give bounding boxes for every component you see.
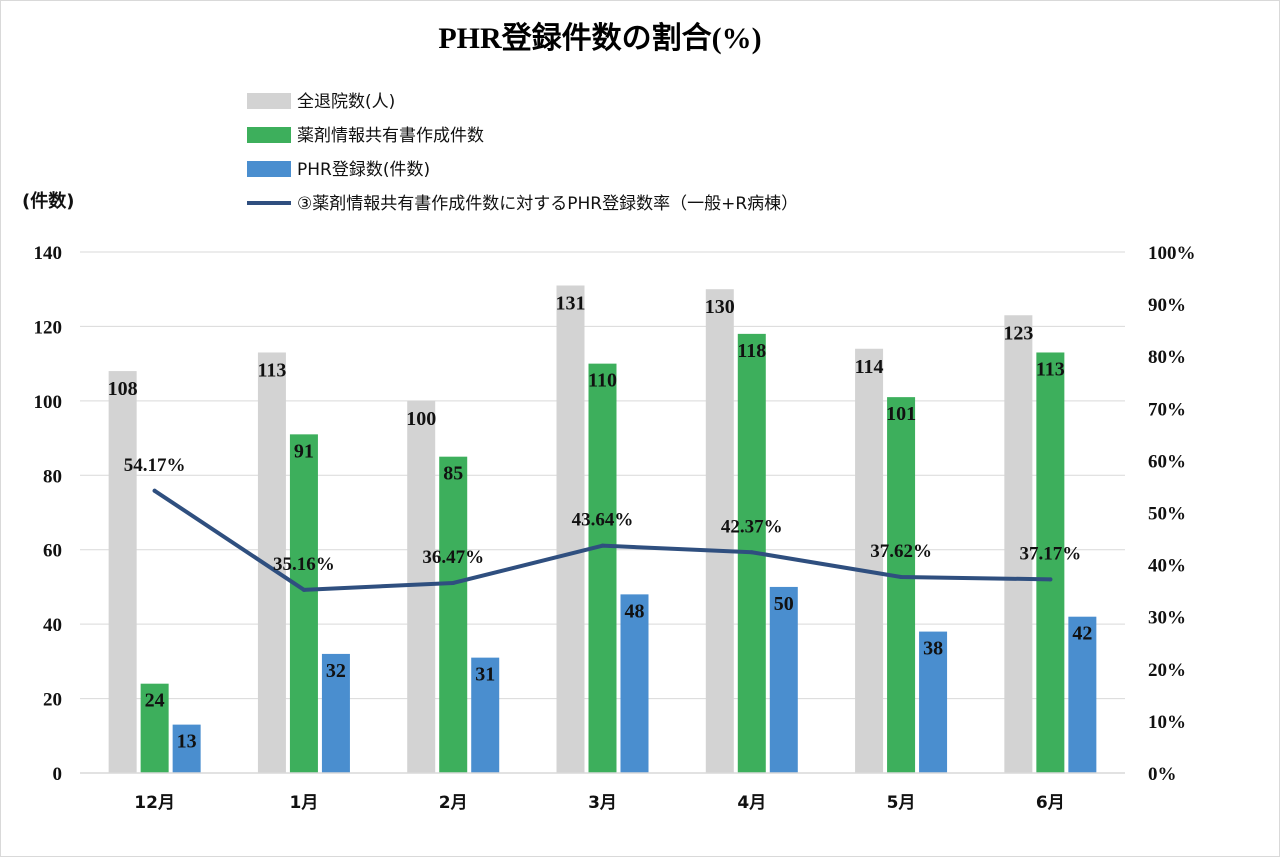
bar-data-label: 38 <box>923 638 943 660</box>
y-tick-label: 80 <box>43 466 62 487</box>
line-point <box>899 574 904 579</box>
y-axis-label: (件数) <box>22 190 74 212</box>
bar-data-label: 31 <box>475 664 495 686</box>
y2-tick-label: 60% <box>1148 451 1186 472</box>
bar-data-label: 91 <box>294 440 314 462</box>
bar <box>471 657 500 773</box>
bar-data-label: 130 <box>705 296 735 318</box>
chart-title: PHR登録件数の割合(%) <box>438 21 761 55</box>
bar-data-label: 24 <box>145 690 165 712</box>
y-tick-label: 60 <box>43 541 62 562</box>
bars <box>108 285 1097 773</box>
bar-data-label: 118 <box>737 340 766 362</box>
bar-data-label: 50 <box>774 593 794 615</box>
line-point <box>451 580 456 585</box>
bar-data-label: 85 <box>443 463 463 485</box>
x-tick-label: 2月 <box>439 793 468 813</box>
line-data-label: 36.47% <box>422 547 484 568</box>
bar <box>1036 352 1065 773</box>
bar <box>855 348 884 773</box>
bar <box>620 594 649 773</box>
y-tick-label: 20 <box>43 690 62 711</box>
line-point <box>152 488 157 493</box>
bar-data-label: 123 <box>1003 322 1033 344</box>
y2-tick-label: 80% <box>1148 347 1186 368</box>
y2-tick-label: 40% <box>1148 556 1186 577</box>
line-point <box>600 543 605 548</box>
legend-label: 全退院数(人) <box>297 92 395 112</box>
y-tick-label: 140 <box>34 243 63 264</box>
bar-data-label: 100 <box>406 408 436 430</box>
x-tick-label: 3月 <box>588 793 617 813</box>
line-data-label: 54.17% <box>124 455 186 476</box>
line-data-label: 43.64% <box>572 510 634 531</box>
bar <box>705 289 734 773</box>
bar-data-label: 114 <box>855 356 884 378</box>
line-point <box>749 550 754 555</box>
y2-tick-label: 20% <box>1148 660 1186 681</box>
x-tick-label: 5月 <box>887 793 916 813</box>
bar <box>769 586 798 773</box>
y-tick-label: 120 <box>34 317 63 338</box>
line-data-label: 35.16% <box>273 554 335 575</box>
y-tick-label: 40 <box>43 615 62 636</box>
legend-label: 薬剤情報共有書作成件数 <box>297 126 484 146</box>
legend-swatch <box>247 93 291 109</box>
line-data-label: 37.17% <box>1019 543 1081 564</box>
bar <box>588 363 617 773</box>
bar <box>289 434 318 773</box>
bar <box>919 631 948 773</box>
y2-tick-label: 90% <box>1148 295 1186 316</box>
y2-tick-label: 50% <box>1148 504 1186 525</box>
y2-tick-label: 30% <box>1148 608 1186 629</box>
bar <box>108 371 137 773</box>
bar <box>556 285 585 773</box>
y2-tick-label: 10% <box>1148 712 1186 733</box>
bar-data-label: 48 <box>625 600 645 622</box>
y2-tick-label: 70% <box>1148 399 1186 420</box>
line-point <box>1048 577 1053 582</box>
bar <box>1004 315 1033 773</box>
rate-line <box>152 488 1053 592</box>
x-tick-label: 1月 <box>290 793 319 813</box>
bar-data-label: 42 <box>1072 623 1092 645</box>
bar <box>439 456 468 773</box>
legend: 全退院数(人) 薬剤情報共有書作成件数 PHR登録数(件数) ③薬剤情報共有書作成件数… <box>247 92 798 214</box>
bar <box>140 683 169 773</box>
x-tick-label: 4月 <box>737 793 766 813</box>
legend-label: PHR登録数(件数) <box>297 160 430 180</box>
bar-data-label: 131 <box>556 292 586 314</box>
line-point <box>301 587 306 592</box>
line-data-label: 37.62% <box>870 541 932 562</box>
bar-data-label: 113 <box>257 359 286 381</box>
y2-tick-label: 100% <box>1148 243 1196 264</box>
legend-swatch <box>247 161 291 177</box>
axes: 0 20 40 60 80 100 120 140 0% 10% 20% 30% 40% 50% 60% 70… <box>34 243 1196 813</box>
x-tick-label: 12月 <box>134 793 175 813</box>
bar-data-label: 32 <box>326 660 346 682</box>
legend-swatch <box>247 127 291 143</box>
x-tick-label: 6月 <box>1036 793 1065 813</box>
bar-data-label: 101 <box>886 403 916 425</box>
bar-data-label: 13 <box>177 731 197 753</box>
line-data-label: 42.37% <box>721 516 783 537</box>
bar <box>887 397 916 773</box>
bar-data-label: 108 <box>108 378 138 400</box>
y2-tick-label: 0% <box>1148 764 1177 785</box>
bar <box>407 400 436 773</box>
y-tick-label: 0 <box>53 764 63 785</box>
bar-data-label: 110 <box>588 370 617 392</box>
bar <box>321 653 350 773</box>
y-tick-label: 100 <box>34 392 63 413</box>
legend-label: ③薬剤情報共有書作成件数に対するPHR登録数率（一般+R病棟） <box>297 194 798 214</box>
bar <box>1068 616 1097 773</box>
bar-data-label: 113 <box>1036 358 1065 380</box>
bar <box>172 724 201 773</box>
